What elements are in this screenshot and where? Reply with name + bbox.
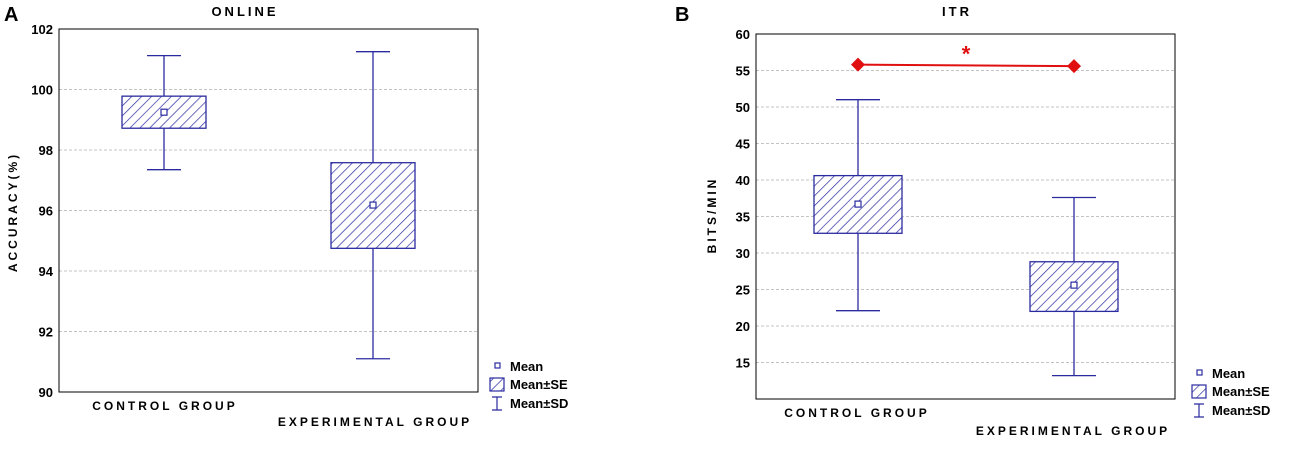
chart-title-b: ITR	[942, 4, 972, 19]
y-axis-label-a: ACCURACY(%)	[6, 152, 20, 272]
y-tick-label-b: 45	[736, 137, 750, 152]
mean-marker-control-b	[854, 200, 862, 208]
y-tick-label-b: 25	[736, 283, 750, 298]
legend-se-swatch-b	[1191, 384, 1207, 399]
category-label-control-b: CONTROL GROUP	[784, 406, 929, 420]
panel-label-a: A	[4, 4, 18, 26]
y-tick-label-b: 35	[736, 210, 750, 225]
legend-sd-swatch-b	[1194, 403, 1204, 418]
y-tick-label-b: 15	[736, 356, 750, 371]
y-tick-label-a: 96	[39, 204, 53, 219]
legend-mean-swatch-b	[1196, 369, 1203, 376]
legend-se-b: Mean±SE	[1212, 384, 1270, 399]
legend-a: Mean Mean±SE Mean±SD	[489, 359, 568, 411]
legend-sd-b: Mean±SD	[1212, 403, 1270, 418]
legend-se-swatch-a	[489, 377, 505, 392]
plot-frame-a	[58, 28, 479, 393]
y-tick-label-a: 92	[39, 325, 53, 340]
significance-diamond-control-b	[851, 57, 865, 72]
y-tick-label-b: 40	[736, 173, 750, 188]
mean-marker-experimental-a	[369, 201, 377, 209]
y-tick-label-a: 102	[31, 22, 53, 37]
plot-frame-b	[755, 33, 1176, 400]
significance-line-b	[857, 63, 1075, 68]
y-tick-label-b: 50	[736, 100, 750, 115]
panel-label-b: B	[675, 4, 689, 26]
y-tick-label-b: 60	[736, 27, 750, 42]
y-axis-label-b: BITS/MIN	[705, 177, 719, 254]
legend-sd-a: Mean±SD	[510, 396, 568, 411]
plot-layer: 90 92 94 96 98 100 102 15 20 25 30 35 40 45 50 55 60 *	[31, 22, 1176, 400]
y-tick-label-b: 55	[736, 64, 750, 79]
panel-a: A ONLINE ACCURACY(%) CONTROL GROUP EXPER…	[4, 4, 568, 429]
legend-mean-b: Mean	[1212, 366, 1245, 381]
legend-se-a: Mean±SE	[510, 377, 568, 392]
mean-marker-control-a	[160, 108, 168, 116]
y-tick-label-a: 90	[39, 385, 53, 400]
chart-title-a: ONLINE	[211, 4, 278, 19]
legend-sd-swatch-a	[492, 396, 502, 411]
legend-b: Mean Mean±SE Mean±SD	[1191, 366, 1270, 418]
y-tick-label-b: 30	[736, 246, 750, 261]
panel-b: B ITR BITS/MIN CONTROL GROUP EXPERIMENTA…	[675, 4, 1270, 438]
y-tick-label-a: 94	[39, 264, 54, 279]
category-label-control-a: CONTROL GROUP	[92, 399, 237, 413]
y-tick-label-a: 100	[31, 83, 53, 98]
y-tick-label-a: 98	[39, 143, 53, 158]
mean-marker-experimental-b	[1070, 281, 1078, 289]
legend-mean-a: Mean	[510, 359, 543, 374]
y-tick-label-b: 20	[736, 319, 750, 334]
category-label-experimental-b: EXPERIMENTAL GROUP	[976, 424, 1170, 438]
category-label-experimental-a: EXPERIMENTAL GROUP	[278, 415, 472, 429]
significance-diamond-experimental-b	[1067, 59, 1081, 74]
legend-mean-swatch-a	[494, 362, 501, 369]
significance-star-b: *	[962, 42, 971, 67]
